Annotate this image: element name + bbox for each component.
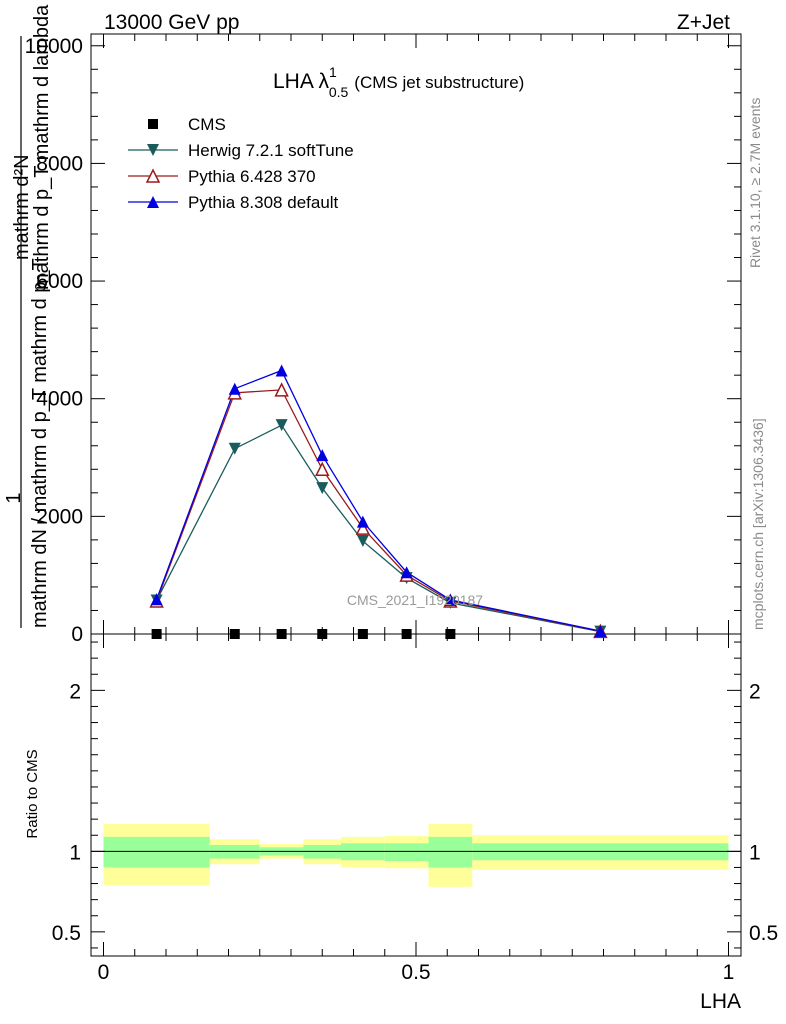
rivet-label: Rivet 3.1.10, ≥ 2.7M events [747,98,763,268]
plot-title-main: LHA λ [273,70,330,93]
legend-label: Pythia 6.428 370 [188,167,316,186]
data-point-pythia-6-428-370 [274,382,289,397]
data-point-pythia-8-308-default [594,625,607,638]
data-point-cms [229,629,240,639]
analysis-watermark: CMS_2021_I1920187 [347,592,483,608]
data-point-herwig-7-2-1-softtune [228,442,241,455]
plot-title-suffix: (CMS jet substructure) [354,73,524,92]
y-label-numerator: mathrm d²N [11,154,33,260]
data-point-pythia-8-308-default [150,593,163,606]
ratio-xtick-label: 1 [723,961,735,984]
data-point-pythia-6-428-370 [355,520,371,535]
process-label: Z+Jet [677,11,730,34]
y-axis-label-main: 1 mathrm dN / mathrm d p_T mathrm d p_T … [3,4,53,628]
ratio-band-inner-6 [428,836,473,868]
data-point-cms [401,629,412,639]
series-line-pythia-6-428-370 [156,389,601,632]
ratio-y-label: Ratio to CMS [24,749,41,838]
main-ytick-label: 10000 [25,35,83,58]
data-point-pythia-8-308-default [400,566,413,579]
legend-label: Pythia 8.308 default [188,193,339,212]
data-point-cms [151,629,162,639]
ratio-band-inner-0 [103,836,210,868]
y-label-prefix: 1 [3,492,25,503]
legend-label: CMS [188,115,226,134]
data-point-cms [357,629,368,639]
series-markers [149,364,608,639]
data-point-pythia-8-308-default [444,593,457,606]
ratio-band-inner-5 [384,843,429,862]
main-ytick-label: 2000 [36,505,83,528]
legend: CMS Herwig 7.2.1 softTune Pythia 6.428 370… [128,115,354,212]
data-point-herwig-7-2-1-softtune [356,535,369,548]
legend-label: Herwig 7.2.1 softTune [188,141,354,160]
main-ytick-label: 0 [71,623,83,646]
main-ytick-label: 4000 [36,388,83,411]
main-axis-ticks: 0 2000 4000 6000 8000 10000 [25,34,741,646]
legend-marker [148,119,158,129]
legend-marker [147,144,159,156]
series-line-pythia-8-308-default [156,369,601,632]
data-point-herwig-7-2-1-softtune [316,482,329,495]
data-point-pythia-8-308-default [228,382,241,395]
energy-label: 13000 GeV pp [104,11,239,34]
main-ytick-label: 6000 [36,270,83,293]
data-point-cms [445,629,456,639]
y-label-denominator: mathrm d p_T mathrm d lambda [31,4,53,290]
data-point-pythia-6-428-370 [315,461,330,477]
ratio-axis-ticks: 0.5 0.5 1 1 2 2 0 0.5 1 [52,634,778,984]
ratio-ytick-label-left: 2 [69,680,81,703]
legend-marker [147,196,159,208]
plot-title-subscript: 0.5 [329,84,349,100]
plot-title: LHA λ1 0.5 (CMS jet substructure) [273,64,524,100]
mcplots-label: mcplots.cern.ch [arXiv:1306.3436] [750,418,766,630]
data-point-cms [276,629,287,639]
ratio-ytick-label-right: 0.5 [749,922,778,945]
data-point-pythia-8-308-default [275,364,288,377]
ratio-xtick-label: 0 [98,961,110,984]
data-point-herwig-7-2-1-softtune [275,419,288,432]
x-axis-label: LHA [700,990,741,1013]
y-label-line1: mathrm dN / mathrm d p_T mathrm d p_T [29,258,51,628]
main-ytick-label: 8000 [36,152,83,175]
plot-title-superscript: 1 [329,64,337,80]
legend-marker [145,168,161,183]
data-point-pythia-8-308-default [316,449,329,462]
ratio-plot-frame [90,633,742,957]
data-point-cms [317,629,328,639]
series-lines [156,369,601,633]
ratio-ytick-label-right: 2 [749,680,761,703]
ratio-uncertainty-bands [91,823,741,887]
ratio-ytick-label-left: 0.5 [52,922,81,945]
series-line-herwig-7-2-1-softtune [156,424,601,633]
ratio-ytick-label-left: 1 [69,841,81,864]
data-point-pythia-8-308-default [356,515,369,528]
ratio-ytick-label-right: 1 [749,841,761,864]
ratio-xtick-label: 0.5 [401,961,430,984]
